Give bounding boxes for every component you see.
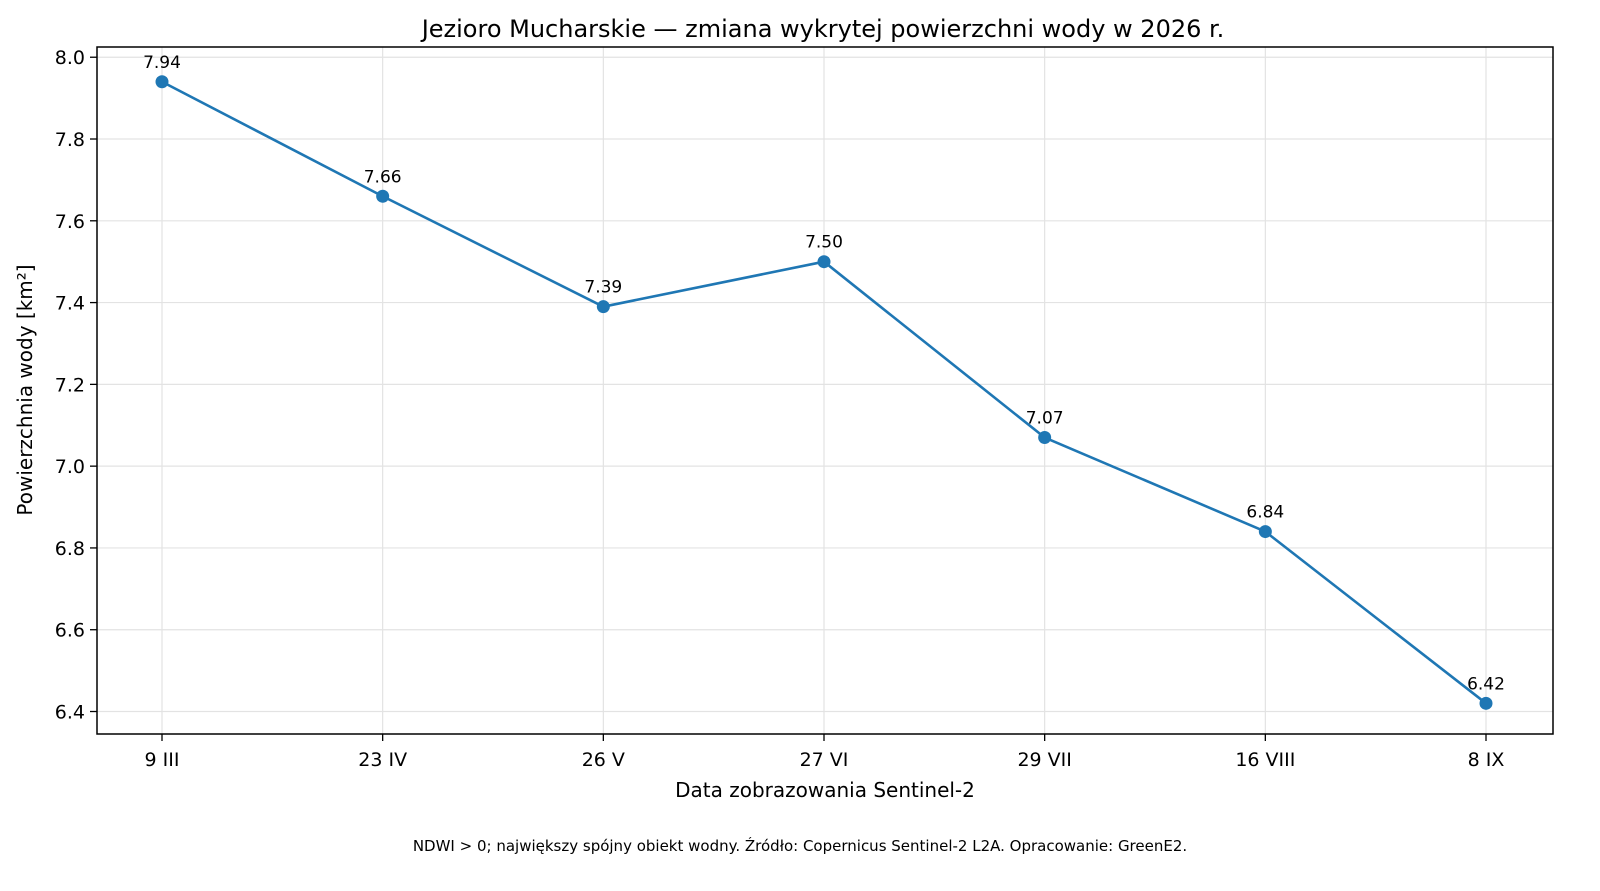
data-label: 7.94 — [143, 53, 181, 73]
data-point — [155, 75, 169, 89]
data-point — [1038, 431, 1052, 445]
x-tick-label: 26 V — [582, 749, 625, 771]
y-tick-label: 7.2 — [55, 374, 85, 396]
plot-frame — [96, 46, 1554, 735]
y-axis-label: Powierzchnia wody [km²] — [13, 264, 37, 515]
data-point — [376, 189, 390, 203]
data-label: 7.50 — [805, 233, 843, 253]
data-label: 7.07 — [1026, 409, 1064, 429]
y-tick-label: 7.4 — [55, 293, 85, 315]
x-tick-label: 16 VIII — [1235, 749, 1295, 771]
x-tick-label: 27 VI — [800, 749, 849, 771]
y-tick-label: 6.8 — [55, 538, 85, 560]
data-points — [155, 75, 1493, 710]
y-tick-label: 7.0 — [55, 456, 85, 478]
x-tick-label: 29 VII — [1017, 749, 1071, 771]
x-tick-label: 23 IV — [358, 749, 407, 771]
y-tick-label: 7.8 — [55, 129, 85, 151]
data-point — [1258, 525, 1272, 539]
x-axis: 9 III 23 IV 26 V 27 VI 29 VII 16 VIII 8 IX — [145, 734, 1505, 771]
grid-lines — [97, 47, 1553, 734]
chart-title: Jezioro Mucharskie — zmiana wykrytej pow… — [420, 15, 1225, 43]
data-point — [596, 300, 610, 314]
y-tick-label: 7.6 — [55, 211, 85, 233]
data-point — [1479, 696, 1493, 710]
y-tick-label: 8.0 — [55, 47, 85, 69]
y-axis: 6.4 6.6 6.8 7.0 7.2 7.4 7.6 7.8 8.0 — [55, 47, 97, 724]
footnote: NDWI > 0; największy spójny obiekt wodny… — [412, 837, 1188, 855]
x-tick-label: 8 IX — [1468, 749, 1505, 771]
data-label: 6.84 — [1246, 503, 1284, 523]
data-label: 6.42 — [1467, 674, 1505, 694]
data-label: 7.39 — [584, 278, 622, 298]
data-label: 7.66 — [364, 167, 402, 187]
y-tick-label: 6.4 — [55, 702, 85, 724]
x-tick-label: 9 III — [145, 749, 180, 771]
x-axis-label: Data zobrazowania Sentinel-2 — [675, 778, 975, 802]
data-point — [817, 255, 831, 269]
y-tick-label: 6.6 — [55, 620, 85, 642]
data-labels: 7.94 7.66 7.39 7.50 7.07 6.84 6.42 — [143, 53, 1505, 695]
